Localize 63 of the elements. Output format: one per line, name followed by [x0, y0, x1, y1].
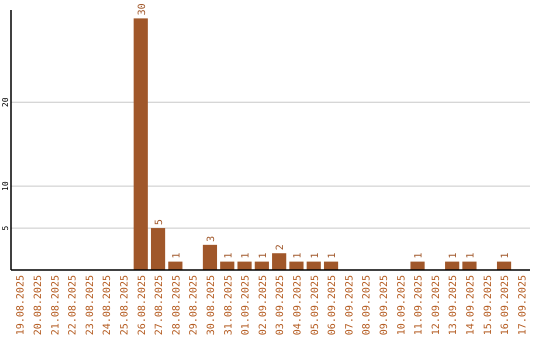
- x-tick-label: 04.09.2025: [292, 275, 304, 336]
- bar: [168, 262, 182, 270]
- bar: [306, 262, 321, 270]
- x-tick-label: 03.09.2025: [275, 275, 286, 336]
- bar: [254, 262, 269, 270]
- data-label: 1: [414, 252, 425, 259]
- bar: [410, 262, 425, 270]
- y-tick-label: 5: [1, 225, 10, 230]
- x-tick-label: 20.08.2025: [32, 275, 44, 336]
- x-tick-label: 21.08.2025: [50, 275, 62, 336]
- y-tick-label: 20: [1, 97, 10, 108]
- bar: [202, 244, 218, 270]
- x-tick-label: 01.09.2025: [240, 275, 252, 336]
- data-label: 1: [258, 252, 269, 259]
- data-label: 1: [448, 252, 460, 259]
- x-tick-label: 05.09.2025: [310, 275, 321, 336]
- x-tick-label: 02.09.2025: [258, 275, 269, 336]
- data-label: 1: [327, 252, 338, 259]
- x-tick-label: 23.08.2025: [84, 275, 96, 336]
- x-tick-label: 29.08.2025: [188, 275, 200, 336]
- x-tick-label: 14.09.2025: [465, 275, 476, 336]
- data-label: 1: [171, 252, 182, 259]
- data-label: 30: [136, 3, 148, 16]
- bar: [496, 262, 512, 270]
- x-tick-label: 09.09.2025: [378, 275, 390, 336]
- data-label: 1: [500, 252, 512, 259]
- x-tick-label: 30.08.2025: [206, 275, 217, 336]
- bar: [289, 262, 304, 270]
- data-label: 1: [240, 252, 252, 259]
- x-tick-label: 11.09.2025: [414, 275, 425, 336]
- x-tick-label: 27.08.2025: [154, 275, 166, 336]
- data-label: 1: [292, 252, 304, 259]
- bar: [272, 253, 286, 270]
- x-tick-label: 26.08.2025: [136, 275, 148, 336]
- x-tick-label: 15.09.2025: [482, 275, 494, 336]
- x-tick-label: 07.09.2025: [344, 275, 356, 336]
- x-tick-label: 24.08.2025: [102, 275, 114, 336]
- x-tick-label: 13.09.2025: [448, 275, 460, 336]
- x-tick-label: 17.09.2025: [517, 275, 528, 336]
- x-tick-label: 06.09.2025: [327, 275, 338, 336]
- x-tick-label: 22.08.2025: [68, 275, 79, 336]
- data-label: 1: [223, 252, 234, 259]
- data-label: 2: [275, 244, 286, 250]
- x-tick-label: 10.09.2025: [396, 275, 408, 336]
- x-tick-label: 19.08.2025: [16, 275, 27, 336]
- x-tick-label: 25.08.2025: [119, 275, 130, 336]
- bar: [462, 262, 477, 270]
- x-tick-label: 08.09.2025: [362, 275, 373, 336]
- bar: [220, 262, 234, 270]
- data-label: 1: [465, 252, 476, 259]
- bar: [150, 228, 166, 270]
- data-label: 3: [206, 236, 217, 242]
- x-tick-label: 16.09.2025: [500, 275, 512, 336]
- x-tick-label: 31.08.2025: [223, 275, 234, 336]
- x-tick-label: 28.08.2025: [171, 275, 182, 336]
- data-label: 5: [154, 219, 166, 226]
- data-label: 1: [310, 252, 321, 259]
- bar: [324, 262, 338, 270]
- bar: [237, 262, 252, 270]
- y-tick-label: 10: [1, 181, 10, 191]
- bar: [445, 262, 460, 270]
- x-tick-label: 12.09.2025: [430, 275, 442, 336]
- bar: [134, 18, 148, 270]
